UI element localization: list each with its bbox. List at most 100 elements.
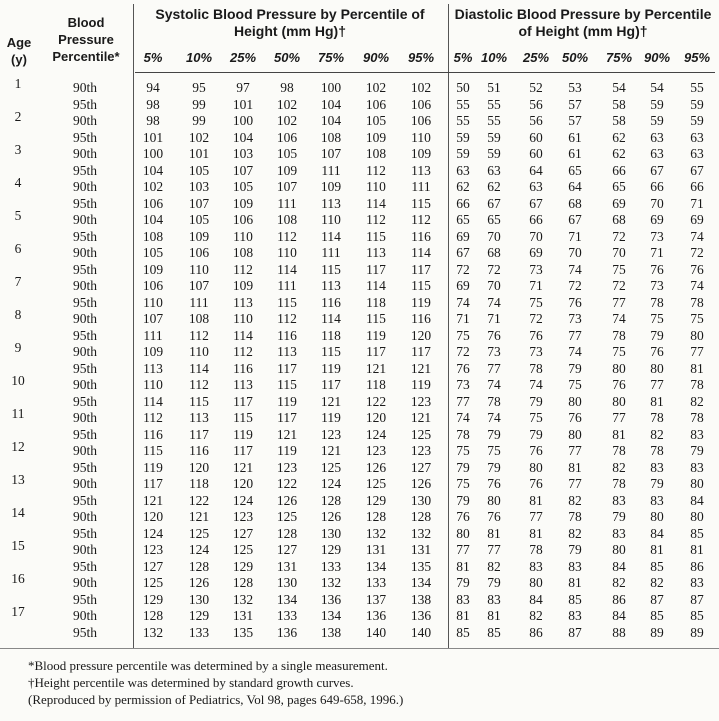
systolic-value: 124 [188, 542, 210, 557]
column-header: 50% [273, 50, 301, 65]
systolic-value: 110 [366, 179, 386, 194]
systolic-value: 116 [189, 443, 209, 458]
diastolic-value: 75 [529, 410, 543, 425]
systolic-value: 120 [410, 327, 432, 343]
diastolic-value: 83 [568, 558, 582, 574]
diastolic-value: 59 [487, 129, 501, 145]
diastolic-value: 80 [690, 476, 704, 491]
systolic-value: 129 [320, 542, 342, 557]
systolic-value: 131 [232, 608, 254, 623]
systolic-value: 138 [410, 591, 432, 607]
diastolic-value: 81 [690, 360, 704, 376]
diastolic-value: 87 [568, 624, 582, 640]
systolic-value: 121 [320, 443, 342, 458]
percentile: 95th [72, 96, 97, 112]
systolic-value: 119 [411, 294, 431, 310]
systolic-value: 132 [365, 525, 387, 541]
systolic-value: 109 [142, 344, 164, 359]
systolic-value: 111 [411, 179, 431, 194]
diastolic-value: 81 [568, 575, 582, 590]
diastolic-value: 73 [487, 344, 501, 359]
diastolic-value: 69 [529, 245, 543, 260]
systolic-value: 129 [365, 492, 387, 508]
systolic-value: 126 [365, 459, 387, 475]
diastolic-value: 70 [612, 245, 626, 260]
percentile: 90th [72, 245, 97, 260]
systolic-value: 130 [320, 525, 342, 541]
diastolic-value: 55 [690, 80, 704, 95]
diastolic-value: 74 [487, 377, 501, 392]
diastolic-value: 59 [690, 113, 704, 128]
percentile: 95th [72, 558, 97, 574]
diastolic-value: 81 [690, 542, 704, 557]
systolic-value: 110 [233, 228, 253, 244]
age: 7 [14, 274, 22, 289]
diastolic-value: 71 [568, 228, 582, 244]
systolic-value: 103 [188, 179, 210, 194]
systolic-value: 112 [189, 327, 209, 343]
systolic-value: 110 [143, 377, 163, 392]
diastolic-value: 79 [487, 459, 501, 475]
diastolic-value: 69 [456, 228, 470, 244]
systolic-value: 112 [233, 344, 253, 359]
systolic-value: 109 [410, 146, 432, 161]
percentile: 95th [72, 624, 97, 640]
systolic-value: 105 [276, 146, 298, 161]
diastolic-value: 62 [612, 129, 626, 145]
diastolic-value: 75 [456, 327, 470, 343]
systolic-value: 113 [233, 294, 253, 310]
diastolic-value: 69 [650, 212, 664, 227]
systolic-value: 112 [411, 212, 431, 227]
diastolic-value: 73 [529, 261, 543, 277]
systolic-value: 124 [142, 525, 164, 541]
systolic-value: 107 [188, 278, 210, 293]
systolic-value: 116 [233, 360, 253, 376]
systolic-value: 135 [410, 558, 432, 574]
systolic-value: 113 [277, 344, 297, 359]
diastolic-value: 55 [487, 96, 501, 112]
systolic-value: 107 [142, 311, 164, 326]
systolic-value: 125 [232, 542, 254, 557]
diastolic-value: 72 [456, 344, 470, 359]
systolic-value: 114 [411, 245, 431, 260]
percentile: 90th [72, 146, 97, 161]
systolic-value: 113 [321, 195, 341, 211]
systolic-value: 119 [321, 410, 341, 425]
systolic-value: 111 [321, 245, 341, 260]
systolic-value: 121 [320, 393, 342, 409]
systolic-value: 132 [410, 525, 432, 541]
diastolic-value: 89 [650, 624, 664, 640]
systolic-value: 116 [321, 294, 341, 310]
diastolic-value: 80 [650, 509, 664, 524]
diastolic-value: 87 [690, 591, 704, 607]
systolic-value: 124 [320, 476, 342, 491]
systolic-value: 125 [142, 575, 164, 590]
diastolic-value: 76 [529, 476, 543, 491]
diastolic-value: 67 [568, 212, 582, 227]
systolic-value: 112 [233, 261, 253, 277]
diastolic-value: 79 [456, 459, 470, 475]
diastolic-value: 73 [456, 377, 470, 392]
percentile: 95th [72, 162, 97, 178]
column-header: 90% [643, 50, 671, 65]
systolic-value: 109 [188, 228, 210, 244]
systolic-value: 112 [277, 228, 297, 244]
diastolic-value: 77 [568, 327, 582, 343]
diastolic-value: 79 [612, 509, 626, 524]
systolic-value: 101 [142, 129, 164, 145]
systolic-value: 126 [276, 492, 298, 508]
systolic-value: 110 [411, 129, 431, 145]
systolic-value: 113 [143, 360, 163, 376]
diastolic-value: 79 [529, 426, 543, 442]
diastolic-value: 81 [529, 525, 543, 541]
percentile: 90th [72, 509, 97, 524]
column-header: 10% [480, 50, 508, 65]
diastolic-value: 73 [568, 311, 582, 326]
systolic-value: 117 [233, 393, 253, 409]
diastolic-value: 64 [529, 162, 543, 178]
diastolic-value: 69 [456, 278, 470, 293]
diastolic-value: 53 [568, 80, 582, 95]
diastolic-value: 70 [568, 245, 582, 260]
diastolic-value: 57 [568, 96, 582, 112]
